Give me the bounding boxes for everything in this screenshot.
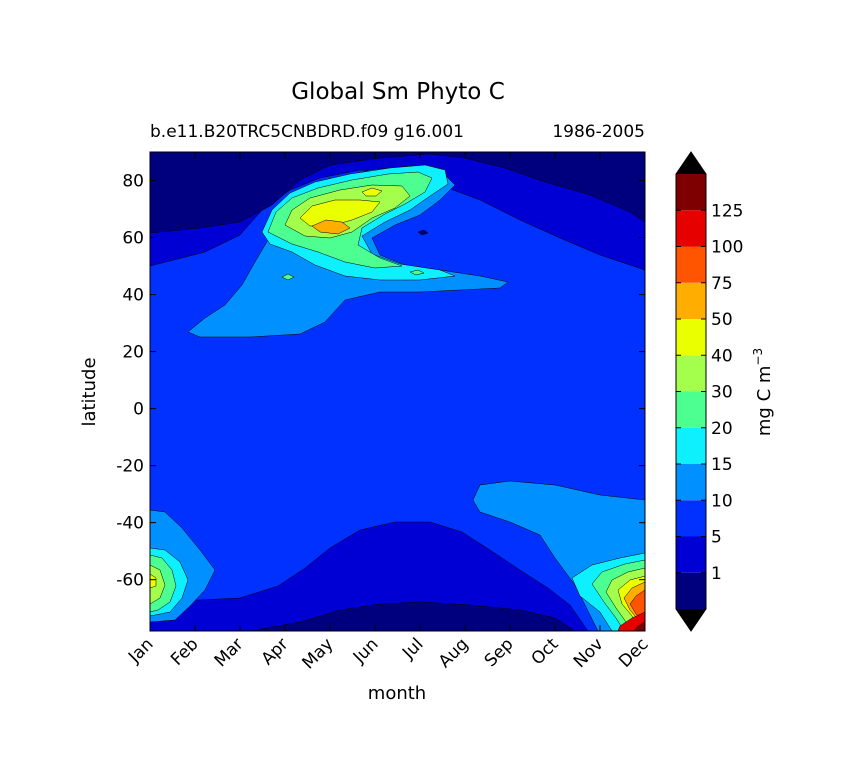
colorbar-segment — [676, 500, 706, 537]
x-tick-label: May — [299, 634, 338, 673]
x-tick-label: Jul — [398, 634, 427, 663]
colorbar-outline — [675, 151, 707, 632]
contour-fill-jan-30 — [150, 564, 166, 605]
contour-fill-jan-40 — [150, 573, 157, 589]
y-axis: 80 60 40 20 0 -20 -40 -60 — [116, 172, 645, 591]
y-tick-label: 40 — [122, 286, 144, 306]
colorbar-segment — [676, 282, 706, 319]
x-tick-label: Nov — [570, 634, 608, 672]
colorbar-label: mg C m−3 — [751, 348, 775, 436]
colorbar-label-sup: −3 — [751, 348, 765, 366]
colorbar-segment — [676, 319, 706, 356]
y-axis-label: latitude — [79, 357, 100, 426]
colorbar-tick-label: 125 — [711, 201, 743, 221]
plot-frame — [149, 151, 646, 632]
y-tick-label: -40 — [116, 514, 144, 534]
y-tick-label: -20 — [116, 457, 144, 477]
colorbar-segment — [676, 536, 706, 573]
x-tick-label: Mar — [211, 634, 248, 671]
contour-fill-bloom-50 — [311, 219, 351, 235]
contour-plot-area — [150, 152, 645, 631]
y-tick-label: -60 — [116, 571, 144, 591]
x-tick-label: Oct — [528, 634, 563, 669]
colorbar-segment — [676, 355, 706, 392]
colorbar-segment — [676, 246, 706, 283]
contour-fill-south-low — [150, 521, 589, 631]
contour-fill-south-75 — [629, 589, 645, 621]
chart-subtitle-left: b.e11.B20TRC5CNBDRD.f09 g16.001 — [150, 122, 464, 142]
colorbar-segment — [676, 572, 706, 609]
colorbar-tick-label: 50 — [711, 310, 733, 330]
x-axis-label: month — [368, 683, 426, 704]
contour-fill-south-verylow — [249, 601, 576, 631]
colorbar-tick-label: 1 — [711, 564, 722, 584]
x-tick-label: Jun — [349, 634, 383, 668]
colorbar-extend-min — [676, 609, 706, 631]
y-tick-label: 80 — [122, 172, 144, 192]
contour-fill-north-verylow — [150, 152, 645, 234]
colorbar-tick-label: 20 — [711, 419, 733, 439]
colorbar-extend-max — [676, 152, 706, 174]
colorbar-segment — [676, 210, 706, 247]
y-tick-label: 20 — [122, 343, 144, 363]
colorbar-tick-label: 5 — [711, 528, 722, 548]
x-tick-label: Apr — [258, 634, 293, 669]
colorbar-tick-label: 15 — [711, 455, 733, 475]
y-tick-label: 60 — [122, 229, 144, 249]
colorbar-segment — [676, 391, 706, 428]
colorbar-tick-label: 75 — [711, 274, 733, 294]
x-tick-label: Dec — [615, 634, 652, 671]
colorbar-tick-label: 10 — [711, 491, 733, 511]
colorbar-label-main: mg C m — [754, 366, 775, 437]
colorbar-tick-label: 100 — [711, 238, 743, 258]
contour-fill-patch-b — [409, 269, 425, 276]
chart-title: Global Sm Phyto C — [291, 79, 505, 105]
colorbar-segment — [676, 427, 706, 464]
x-tick-label: Feb — [167, 634, 202, 669]
x-tick-label: Sep — [481, 634, 518, 671]
colorbar-segment — [676, 174, 706, 211]
colorbar-tick-label: 40 — [711, 346, 733, 366]
contour-fill-south-125 — [633, 621, 645, 631]
colorbar-segment — [676, 464, 706, 501]
contour-fill-patch-a — [281, 273, 295, 281]
x-tick-label: Aug — [435, 634, 473, 672]
contour-fill-patch-c — [417, 229, 429, 236]
x-tick-label: Jan — [124, 634, 157, 667]
y-tick-label: 0 — [133, 400, 144, 420]
chart-subtitle-right: 1986-2005 — [552, 122, 645, 142]
colorbar-tick-label: 30 — [711, 383, 733, 403]
contour-fill-bloom-50b — [361, 187, 383, 197]
